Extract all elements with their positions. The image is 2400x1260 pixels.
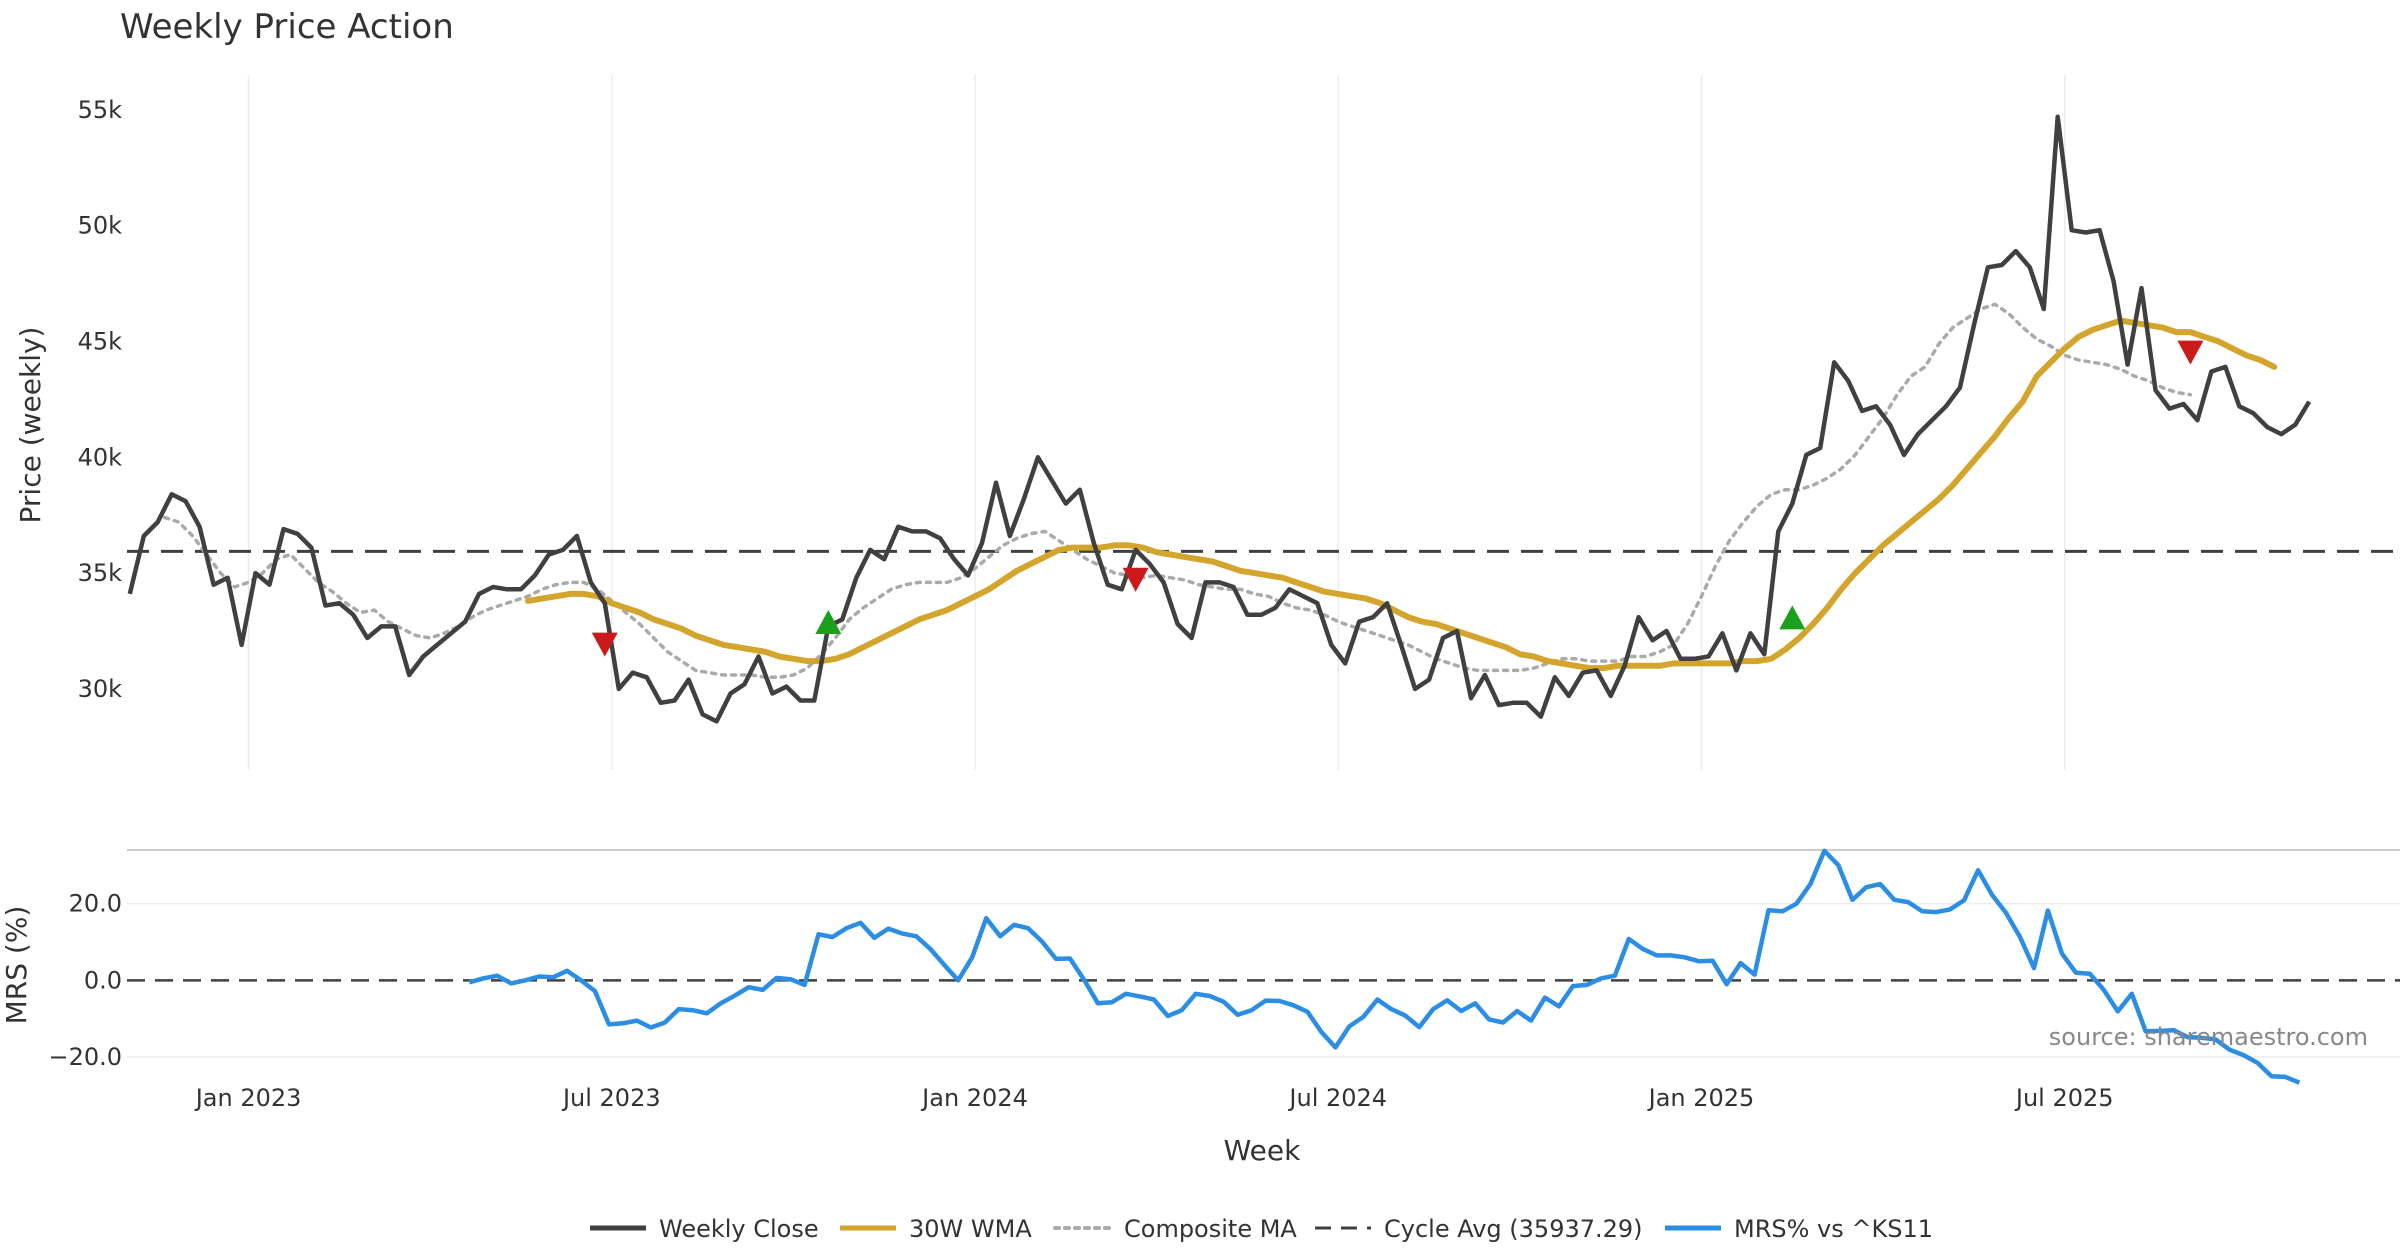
x-tick-label: Jan 2024 [920, 1084, 1028, 1112]
series-layer [127, 114, 2400, 1085]
mrs-y-axis: 20.0 0.0 −20.0 [48, 890, 122, 1071]
sell-signal-marker [1122, 567, 1149, 592]
signal-markers [591, 340, 2204, 657]
buy-signal-marker [815, 610, 842, 635]
mrs-y-tick-label: 0.0 [84, 966, 122, 994]
price-y-tick-label: 30k [78, 675, 123, 703]
x-tick-label: Jul 2023 [561, 1084, 661, 1112]
composite-ma-line [162, 302, 2193, 680]
sell-signal-marker [591, 632, 618, 657]
chart-title: Weekly Price Action [120, 7, 454, 47]
mrs-line [468, 848, 2301, 1085]
legend-label: Weekly Close [659, 1215, 819, 1243]
mrs-y-tick-label: −20.0 [48, 1043, 122, 1071]
sell-signal-marker [2177, 340, 2204, 365]
price-y-axis: 30k 35k 40k 45k 50k 55k [78, 96, 123, 703]
price-y-tick-label: 45k [78, 327, 123, 355]
price-y-tick-label: 35k [78, 559, 123, 587]
legend-label: 30W WMA [909, 1215, 1032, 1243]
price-y-tick-label: 40k [78, 443, 123, 471]
x-axis-title: Week [1224, 1134, 1301, 1167]
legend-label: Composite MA [1124, 1215, 1297, 1243]
mrs-y-tick-label: 20.0 [69, 890, 122, 918]
x-tick-label: Jan 2023 [194, 1084, 302, 1112]
legend: Weekly Close 30W WMA Composite MA Cycle Avg… [590, 1215, 1933, 1243]
legend-label: Cycle Avg (35937.29) [1384, 1215, 1643, 1243]
weekly-close-line [127, 114, 2312, 724]
legend-label: MRS% vs ^KS11 [1734, 1215, 1933, 1243]
gridlines [127, 75, 2400, 1058]
price-y-tick-label: 50k [78, 212, 123, 240]
x-tick-label: Jan 2025 [1647, 1084, 1755, 1112]
x-axis: Jan 2023 Jul 2023 Jan 2024 Jul 2024 Jan 2025… [194, 1084, 2114, 1112]
x-tick-label: Jul 2024 [1287, 1084, 1387, 1112]
wma-30w-line [525, 317, 2278, 672]
price-y-axis-title: Price (weekly) [14, 327, 47, 524]
x-tick-label: Jul 2025 [2014, 1084, 2114, 1112]
price-y-tick-label: 55k [78, 96, 123, 124]
source-note: source: sharemaestro.com [2049, 1023, 2368, 1051]
buy-signal-marker [1779, 605, 1806, 630]
mrs-y-axis-title: MRS (%) [0, 906, 33, 1025]
